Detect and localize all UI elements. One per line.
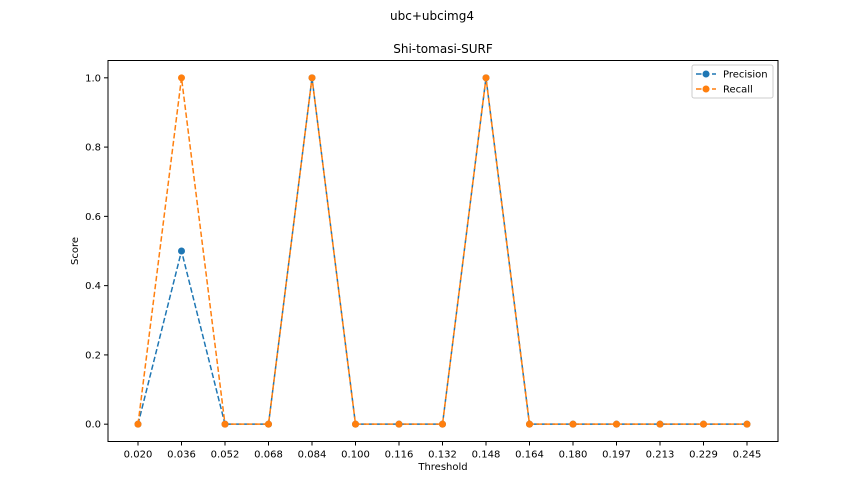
y-tick-label: 0.6 [85,212,101,223]
legend: Precision Recall [691,64,774,99]
y-tick-label: 1.0 [85,73,101,84]
x-tick-label: 0.245 [733,450,762,461]
y-tick-label: 0.4 [85,281,101,292]
data-point [265,420,272,428]
x-tick-label: 0.229 [689,450,718,461]
data-point [482,74,490,82]
data-point [178,74,185,82]
legend-marker [702,70,710,78]
x-tick-label: 0.148 [472,450,501,461]
y-axis-label: Score [70,237,81,265]
x-tick-label: 0.213 [646,450,675,461]
x-tick-label: 0.180 [559,450,588,461]
data-point [743,420,751,428]
data-point [569,420,577,428]
data-point [439,420,446,428]
data-point [613,420,620,428]
legend-label: Recall [723,85,753,96]
data-point [656,420,664,428]
y-tick-label: 0.2 [85,350,101,361]
series-line [137,77,747,425]
legend-label: Precision [723,70,768,81]
plot-area [107,60,779,442]
data-point [700,420,707,428]
x-tick-label: 0.052 [211,450,240,461]
x-tick-label: 0.197 [602,450,631,461]
y-tick-label: 0.0 [85,420,101,431]
series-recall [134,74,751,428]
data-point [526,420,533,428]
series-layer [134,74,751,428]
data-point [352,420,359,428]
y-tick-label: 0.8 [85,143,101,154]
x-tick-label: 0.020 [124,450,153,461]
data-point [178,247,185,255]
data-point [134,420,142,428]
chart-title: Shi-tomasi-SURF [393,42,493,56]
legend-marker [702,85,710,93]
x-axis: 0.020 0.036 0.052 0.068 0.084 0.100 0.116 0.132… [124,441,762,461]
data-point [221,420,229,428]
y-axis: 0.0 0.2 0.4 0.6 0.8 1.0 [85,73,108,431]
x-tick-label: 0.100 [341,450,370,461]
chart-suptitle: ubc+ubcimg4 [390,9,474,23]
data-point [395,420,403,428]
x-tick-label: 0.116 [385,450,414,461]
x-tick-label: 0.164 [515,450,544,461]
x-tick-label: 0.132 [428,450,457,461]
data-point [308,74,316,82]
x-tick-label: 0.068 [254,450,283,461]
x-tick-label: 0.036 [167,450,196,461]
x-tick-label: 0.084 [298,450,327,461]
x-axis-label: Threshold [417,462,467,473]
